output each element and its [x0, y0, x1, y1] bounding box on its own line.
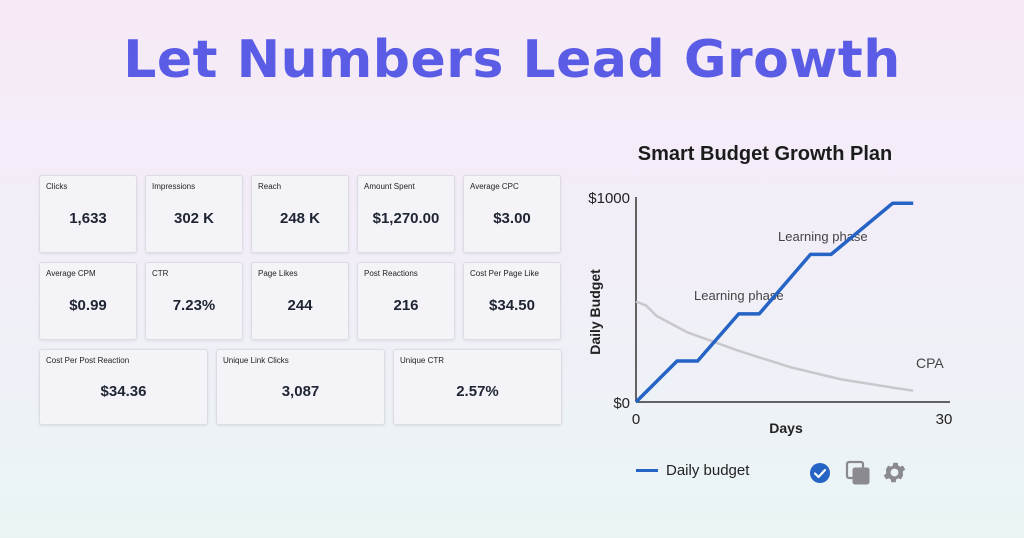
metric-value: 1,633	[69, 209, 107, 227]
metric-card-ctr[interactable]: CTR 7.23%	[145, 262, 243, 340]
metric-label: Reach	[258, 182, 282, 191]
metrics-row-3: Cost Per Post Reaction $34.36 Unique Lin…	[39, 349, 570, 425]
metric-label: Amount Spent	[364, 182, 415, 191]
metric-card-page-likes[interactable]: Page Likes 244	[251, 262, 349, 340]
metric-label: Impressions	[152, 182, 196, 191]
metric-value: $1,270.00	[372, 209, 440, 227]
metric-value: 216	[393, 296, 419, 314]
y-axis-label: Daily Budget	[587, 269, 603, 355]
legend-label-daily-budget: Daily budget	[666, 462, 750, 479]
metric-value: 248 K	[279, 209, 321, 227]
metric-label: Page Likes	[258, 269, 298, 278]
metric-label: Average CPM	[46, 269, 96, 278]
metric-card-reach[interactable]: Reach 248 K	[251, 175, 349, 253]
y-tick-min: $0	[613, 395, 630, 412]
chart-legend: Daily budget	[636, 462, 749, 479]
metric-value: $0.99	[69, 296, 107, 314]
series-line-cpa	[635, 300, 914, 392]
metric-value: 302 K	[173, 209, 215, 227]
metric-label: Post Reactions	[364, 269, 418, 278]
metric-label: Unique Link Clicks	[223, 356, 289, 365]
x-tick-min: 0	[632, 411, 640, 428]
annotation-learning-phase-1: Learning phase	[694, 288, 784, 303]
chart-title: Smart Budget Growth Plan	[637, 143, 893, 165]
metric-card-average-cpm[interactable]: Average CPM $0.99	[39, 262, 137, 340]
metric-card-clicks[interactable]: Clicks 1,633	[39, 175, 137, 253]
annotation-cpa: CPA	[916, 355, 944, 371]
metric-card-average-cpc[interactable]: Average CPC $3.00	[463, 175, 561, 253]
metric-card-unique-link-clicks[interactable]: Unique Link Clicks 3,087	[216, 349, 385, 425]
metric-card-unique-ctr[interactable]: Unique CTR 2.57%	[393, 349, 562, 425]
metric-label: Clicks	[46, 182, 68, 191]
metric-value: 7.23%	[172, 296, 216, 314]
copy-icon[interactable]	[845, 460, 871, 486]
metric-value: 2.57%	[456, 382, 499, 400]
metric-value: $34.36	[100, 382, 147, 400]
x-axis-label: Days	[769, 420, 803, 436]
legend-swatch-daily-budget	[636, 469, 658, 472]
annotation-learning-phase-2: Learning phase	[778, 229, 868, 244]
page-headline: Let Numbers Lead Growth	[123, 30, 901, 90]
x-tick-max: 30	[936, 411, 953, 428]
metric-card-cost-per-page-like[interactable]: Cost Per Page Like $34.50	[463, 262, 561, 340]
series-line-daily-budget	[634, 201, 914, 404]
metric-value: 3,087	[281, 382, 320, 400]
y-tick-max: $1000	[588, 190, 630, 207]
metrics-row-2: Average CPM $0.99 CTR 7.23% Page Likes 2…	[39, 262, 569, 340]
metric-card-impressions[interactable]: Impressions 302 K	[145, 175, 243, 253]
metric-card-amount-spent[interactable]: Amount Spent $1,270.00	[357, 175, 455, 253]
gear-icon[interactable]	[881, 459, 908, 486]
metric-label: Cost Per Page Like	[470, 269, 539, 278]
metrics-row-1: Clicks 1,633 Impressions 302 K Reach 248…	[39, 175, 569, 253]
metric-card-cost-per-post-reaction[interactable]: Cost Per Post Reaction $34.36	[39, 349, 208, 425]
metric-value: $3.00	[493, 209, 531, 227]
metric-label: Average CPC	[470, 182, 519, 191]
metric-label: Cost Per Post Reaction	[46, 356, 130, 365]
metric-value: $34.50	[489, 296, 535, 314]
check-circle-icon[interactable]	[809, 462, 831, 484]
metric-card-post-reactions[interactable]: Post Reactions 216	[357, 262, 455, 340]
metric-value: 244	[287, 296, 313, 314]
metric-label: CTR	[152, 269, 169, 278]
metric-label: Unique CTR	[400, 356, 445, 365]
